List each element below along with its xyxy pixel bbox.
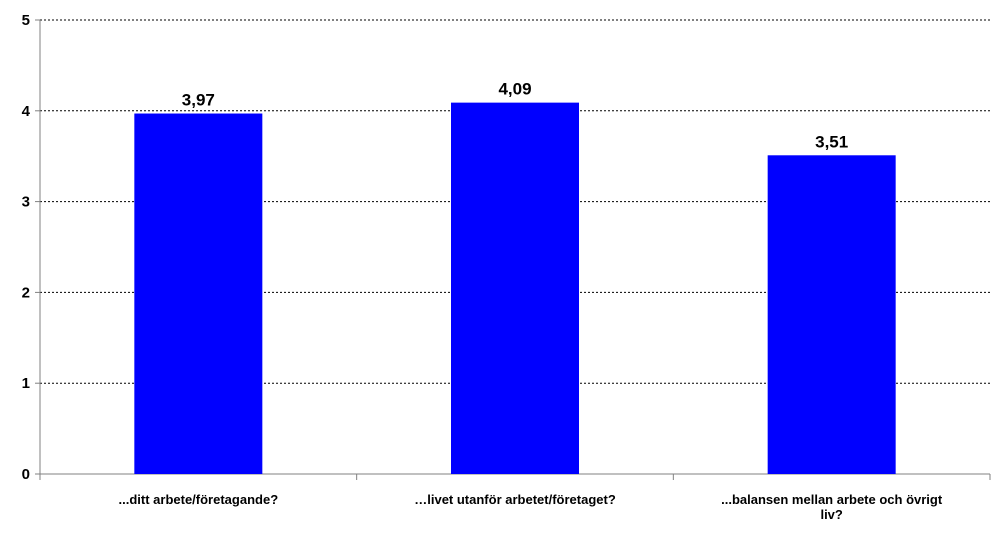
- bar: [134, 113, 263, 475]
- y-tick-label: 4: [22, 103, 31, 120]
- y-tick-label: 5: [22, 12, 30, 29]
- y-tick-label: 0: [22, 466, 30, 483]
- bar: [767, 155, 896, 475]
- y-tick-label: 3: [22, 194, 30, 211]
- data-label: 4,09: [498, 80, 531, 99]
- x-category-label: …livet utanför arbetet/företaget?: [414, 492, 616, 507]
- x-category-label: ...ditt arbete/företagande?: [119, 492, 279, 507]
- x-category-label: liv?: [820, 507, 842, 522]
- x-category-label: ...balansen mellan arbete och övrigt: [721, 492, 943, 507]
- y-tick-label: 2: [22, 284, 30, 301]
- y-tick-label: 1: [22, 375, 30, 392]
- data-label: 3,97: [182, 91, 215, 110]
- data-label: 3,51: [815, 132, 848, 151]
- bar: [451, 102, 579, 475]
